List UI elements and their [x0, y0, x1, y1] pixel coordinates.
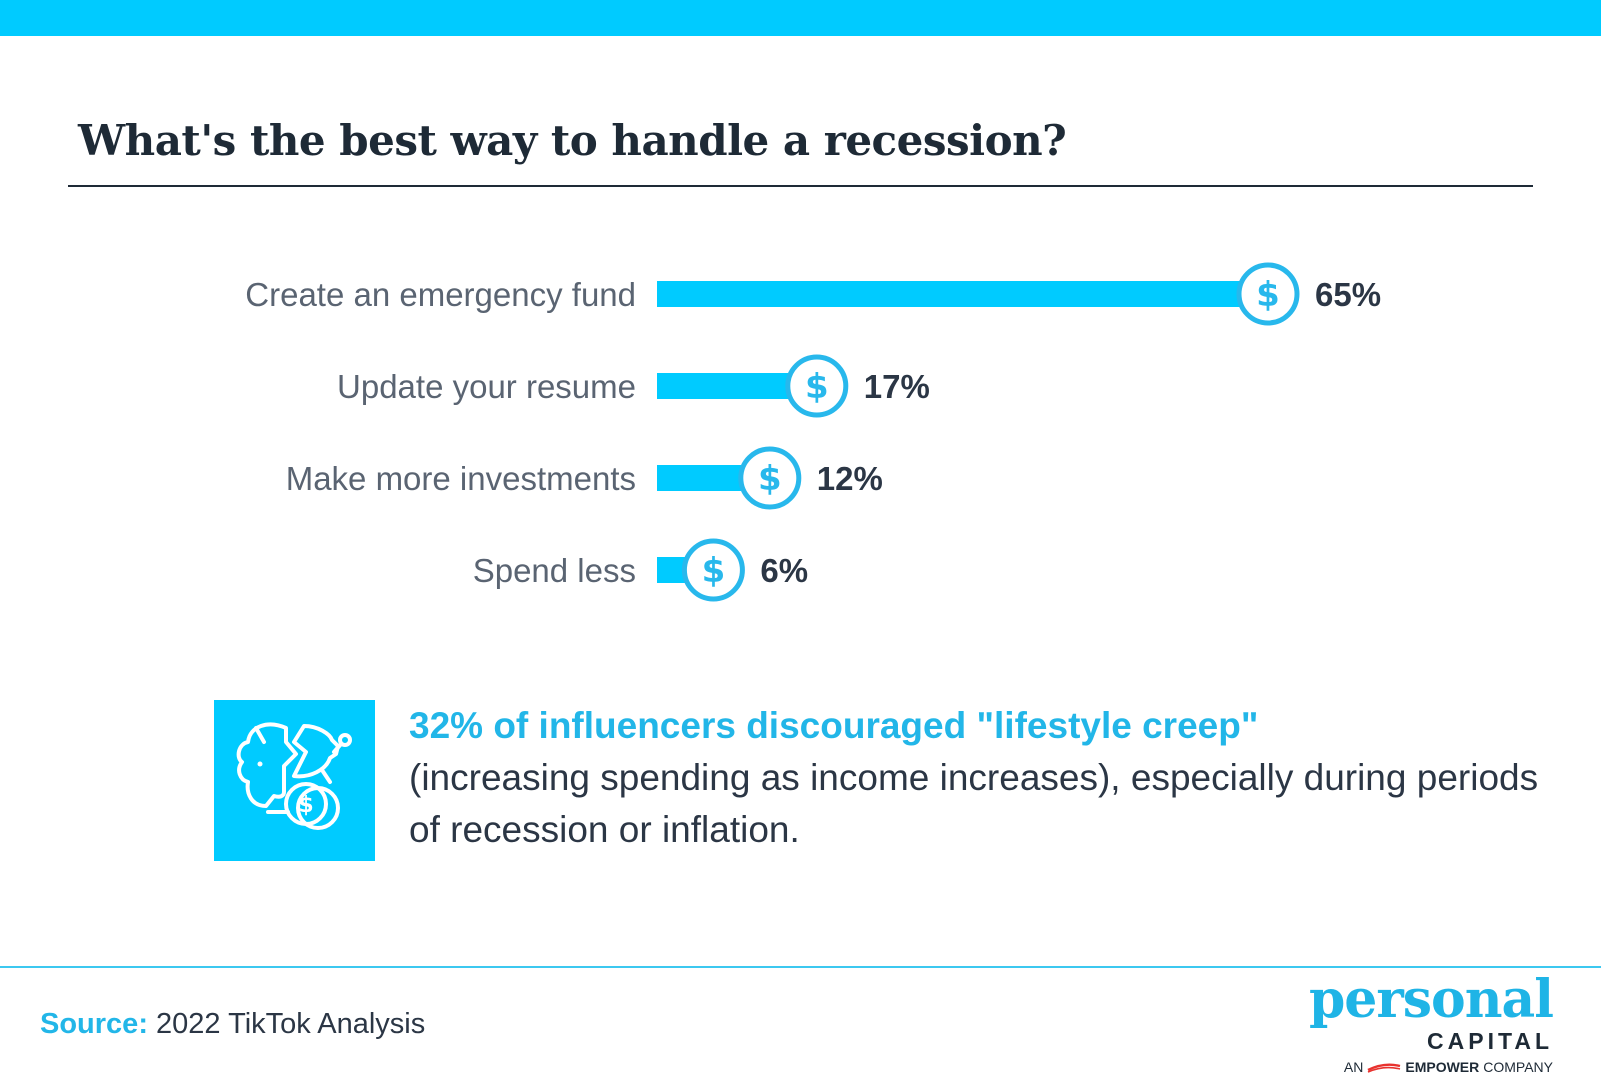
category-label: Make more investments	[286, 460, 636, 497]
logo-empower-tagline: AN EMPOWER COMPANY	[1344, 1058, 1553, 1076]
svg-text:$: $	[298, 793, 313, 818]
value-label: 6%	[760, 552, 808, 589]
svg-text:$: $	[1256, 275, 1280, 315]
logo-tagline-an: AN	[1343, 1059, 1364, 1075]
source-text: 2022 TikTok Analysis	[156, 1008, 426, 1040]
category-label: Update your resume	[337, 368, 636, 405]
logo-wordmark-personal: personal	[1308, 969, 1554, 1030]
broken-piggy-bank-icon: $	[214, 700, 375, 861]
category-label: Create an emergency fund	[245, 276, 636, 313]
value-label: 65%	[1315, 276, 1381, 313]
dollar-coin-icon: $	[738, 446, 802, 510]
value-label: 12%	[817, 460, 883, 497]
value-label: 17%	[864, 368, 930, 405]
category-label: Spend less	[473, 552, 636, 589]
page-title: What's the best way to handle a recessio…	[78, 116, 1067, 165]
footer-divider	[0, 966, 1601, 968]
svg-text:$: $	[702, 551, 726, 591]
personal-capital-logo: personal CAPITAL AN EMPOWER COMPANY	[1290, 970, 1555, 1080]
dollar-coin-icon: $	[1236, 262, 1300, 326]
svg-text:$: $	[805, 367, 829, 407]
callout-text: 32% of influencers discouraged "lifestyl…	[409, 700, 1559, 856]
logo-tagline-empower: EMPOWER	[1405, 1059, 1480, 1075]
callout-highlight: 32% of influencers discouraged "lifestyl…	[409, 705, 1259, 746]
top-accent-bar	[0, 0, 1601, 36]
callout-body: (increasing spending as income increases…	[409, 757, 1539, 850]
title-divider	[68, 185, 1533, 187]
bar	[657, 281, 1268, 307]
dollar-coin-icon: $	[785, 354, 849, 418]
source-note: Source: 2022 TikTok Analysis	[40, 1008, 425, 1041]
source-label: Source:	[40, 1008, 148, 1040]
bar-chart: Create an emergency fund $65% Update your …	[245, 262, 1381, 602]
logo-wordmark-capital: CAPITAL	[1427, 1028, 1553, 1054]
empower-swoosh-icon	[1367, 1063, 1401, 1073]
dollar-coin-icon: $	[681, 538, 745, 602]
logo-tagline-company: COMPANY	[1483, 1059, 1553, 1075]
svg-text:$: $	[758, 459, 782, 499]
